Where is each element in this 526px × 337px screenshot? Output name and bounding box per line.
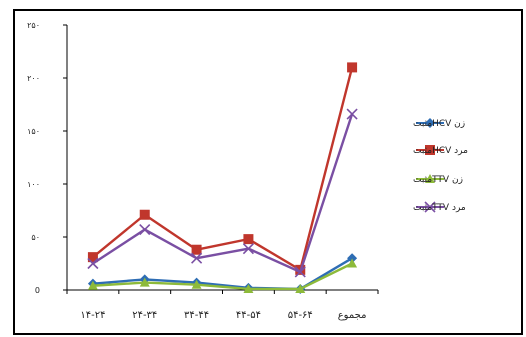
legend-label: مرد HCVمثبت <box>413 146 468 156</box>
series-2-point <box>347 62 358 73</box>
legend-label: زن HCVمثبت <box>413 119 465 129</box>
legend-entry-2: مرد HCVمثبت <box>413 145 468 156</box>
legend-entry-4: مرد TTVمثبت <box>413 201 466 213</box>
x-tick-label: ۵۴-۶۴ <box>288 310 313 321</box>
x-tick-label: ۱۴-۲۴ <box>80 310 105 321</box>
series-3-point <box>347 258 358 268</box>
x-tick-label: ۳۴-۴۴ <box>184 310 209 321</box>
legend: زن HCVمثبت مرد HCVمثبت زن TTVمثبت مرد TTVمث… <box>413 118 468 213</box>
series-1-point <box>347 253 358 264</box>
series-2-point <box>243 234 254 245</box>
x-marker-stroke <box>294 266 306 278</box>
series-3-point <box>139 277 150 287</box>
series-2-point <box>139 209 150 220</box>
legend-label: مرد TTVمثبت <box>413 203 466 213</box>
series-4-point <box>346 108 358 120</box>
series-3-point <box>295 283 306 293</box>
series-4-point <box>242 243 254 255</box>
series-4-point <box>191 252 203 264</box>
x-marker-stroke <box>346 108 358 120</box>
legend-entry-3: زن TTVمثبت <box>413 174 463 185</box>
series-2-point <box>87 252 98 263</box>
y-tick-label: ۲۰۰ <box>27 74 40 83</box>
series-line-2 <box>92 67 354 272</box>
y-tick-label: ۵۰ <box>31 233 40 242</box>
x-tick-label: مجموع <box>338 310 367 321</box>
series-line-3 <box>92 262 353 291</box>
series-4-point <box>294 266 306 278</box>
legend-entry-1: زن HCVمثبت <box>413 118 465 129</box>
series-3-point <box>191 279 202 289</box>
legend-marker <box>425 118 435 128</box>
legend-label: زن TTVمثبت <box>413 175 463 185</box>
x-tick-label: ۲۴-۳۴ <box>132 310 157 321</box>
x-marker-stroke <box>424 201 436 213</box>
legend-marker <box>424 201 436 213</box>
series-line-4 <box>92 113 354 274</box>
y-tick-label: ۱۰۰ <box>27 180 40 189</box>
series-2-point <box>191 244 202 255</box>
y-tick-label: ۲۵۰ <box>27 21 40 30</box>
series-4-point <box>87 257 99 270</box>
series-4-point <box>139 224 151 236</box>
x-marker-stroke <box>139 224 151 236</box>
x-marker-stroke <box>87 257 99 270</box>
legend-marker <box>425 145 435 155</box>
legend-marker <box>425 174 435 183</box>
y-tick-label: 0 <box>35 286 40 295</box>
series-3-point <box>87 280 98 290</box>
x-marker-stroke <box>242 243 254 255</box>
chart-border <box>13 9 523 335</box>
plot-area: 0 ۵۰ ۱۰۰ ۱۵۰ ۲۰۰ ۲۵۰ ۱۴-۲۴ ۲۴-۳۴ ۳۴-۴۴ ۴۴-۵۴ ۵۴-۶۴… <box>27 21 379 321</box>
y-tick-label: ۱۵۰ <box>27 127 40 136</box>
x-tick-label: ۴۴-۵۴ <box>236 310 261 321</box>
x-marker-stroke <box>191 252 203 264</box>
series-3-point <box>243 283 254 293</box>
